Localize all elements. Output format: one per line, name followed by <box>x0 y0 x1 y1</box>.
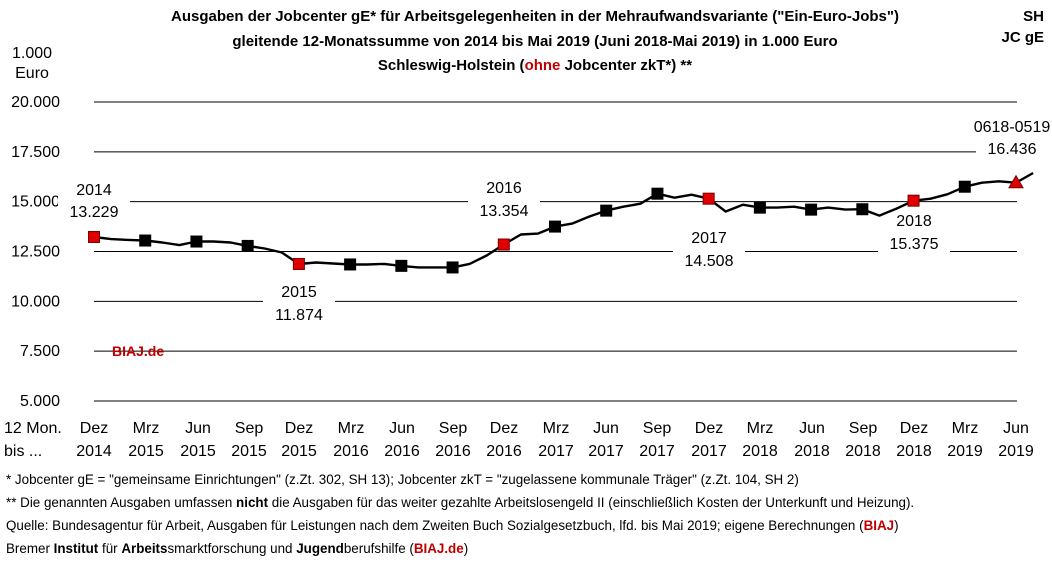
chart-title-line-1: Ausgaben der Jobcenter gE* für Arbeitsge… <box>171 8 899 25</box>
line-chart: 5.000 7.500 10.000 12.500 15.000 17.500 20.000… <box>4 94 1051 460</box>
x-tick-year: 2016 <box>384 443 420 460</box>
x-tick-month: Mrz <box>543 420 570 437</box>
x-tick-year: 2017 <box>691 443 727 460</box>
quarter-marker <box>395 259 408 272</box>
year-end-marker <box>292 257 305 270</box>
x-tick-month: Sep <box>439 420 468 437</box>
y-tick-label: 12.500 <box>11 244 60 261</box>
x-tick-month: Dez <box>900 420 928 437</box>
y-tick-label: 15.000 <box>11 194 60 211</box>
annotation-latest-value: 16.436 <box>988 141 1037 158</box>
x-tick-month: Mrz <box>133 420 160 437</box>
x-tick-month: Dez <box>490 420 518 437</box>
annotation-2017-label: 2017 <box>691 230 727 247</box>
region-label: SH <box>1023 8 1044 25</box>
x-tick-month: Jun <box>1003 420 1029 437</box>
year-end-marker <box>497 238 510 251</box>
x-tick-month: Jun <box>799 420 825 437</box>
chart-title-line-2: gleitende 12-Monatssumme von 2014 bis Ma… <box>232 33 838 50</box>
annotation-2017-value: 14.508 <box>685 253 734 270</box>
x-axis-prefix: 12 Mon. <box>4 420 62 437</box>
annotation-2018-value: 15.375 <box>890 236 939 253</box>
brand-label: BIAJ.de <box>112 343 165 359</box>
annotation-background <box>468 177 540 222</box>
x-tick-year: 2015 <box>231 443 267 460</box>
annotation-2016-label: 2016 <box>486 180 522 197</box>
y-tick-label: 10.000 <box>11 293 60 310</box>
x-tick-month: Jun <box>389 420 415 437</box>
annotation-background <box>878 210 950 255</box>
quarter-marker <box>549 220 561 233</box>
quarter-marker <box>753 201 766 214</box>
x-tick-month: Mrz <box>338 420 365 437</box>
x-tick-year: 2017 <box>639 443 675 460</box>
annotation-2018-label: 2018 <box>896 213 932 230</box>
footnote-2: ** Die genannten Ausgaben umfassen nicht… <box>6 495 915 510</box>
title-highlight: ohne <box>524 57 561 74</box>
chart-title-line-3: Schleswig-Holstein (ohne Jobcenter zkT*)… <box>377 57 693 74</box>
x-axis-prefix: bis ... <box>4 443 42 460</box>
annotation-2014-value: 13.229 <box>70 204 119 221</box>
source-note: Quelle: Bundesagentur für Arbeit, Ausgab… <box>6 518 899 533</box>
quarter-marker <box>446 261 459 274</box>
x-tick-year: 2017 <box>588 443 624 460</box>
x-tick-year: 2018 <box>896 443 932 460</box>
x-tick-month: Dez <box>695 420 723 437</box>
year-end-marker <box>88 230 100 243</box>
x-tick-year: 2015 <box>128 443 164 460</box>
x-tick-month: Mrz <box>952 420 979 437</box>
x-tick-month: Dez <box>285 420 313 437</box>
x-tick-year: 2016 <box>486 443 522 460</box>
x-tick-year: 2015 <box>180 443 216 460</box>
jobcenter-type-label: JC gE <box>1001 29 1044 46</box>
x-tick-year: 2016 <box>435 443 471 460</box>
quarter-marker <box>139 234 152 247</box>
x-tick-month: Jun <box>185 420 211 437</box>
y-tick-label: 20.000 <box>11 94 60 111</box>
y-tick-label: 5.000 <box>20 393 60 410</box>
annotation-2014-label: 2014 <box>76 182 112 199</box>
quarter-marker <box>344 258 357 271</box>
x-tick-month: Sep <box>849 420 878 437</box>
x-tick-month: Jun <box>593 420 619 437</box>
x-tick-year: 2016 <box>333 443 369 460</box>
y-axis-unit: 1.000 Euro <box>12 45 53 82</box>
x-tick-year: 2018 <box>845 443 881 460</box>
x-tick-month: Sep <box>235 420 264 437</box>
quarter-marker <box>651 187 664 200</box>
year-end-marker <box>702 192 715 205</box>
y-tick-label: 17.500 <box>11 144 60 161</box>
annotation-background <box>263 281 335 326</box>
x-tick-year: 2018 <box>794 443 830 460</box>
quarter-marker <box>241 239 254 252</box>
quarter-marker <box>958 180 971 193</box>
latest-value-marker <box>1008 174 1024 189</box>
x-tick-year: 2018 <box>742 443 778 460</box>
quarter-marker <box>856 203 869 216</box>
annotation-2016-value: 13.354 <box>480 203 529 220</box>
x-tick-month: Mrz <box>747 420 774 437</box>
x-tick-year: 2019 <box>998 443 1034 460</box>
quarter-marker <box>190 235 203 248</box>
y-tick-label: 7.500 <box>20 343 60 360</box>
annotation-background <box>673 227 745 272</box>
institute-note: Bremer Institut für Arbeitssmarktforschu… <box>6 541 469 556</box>
annotation-background <box>976 116 1048 160</box>
quarter-marker <box>805 203 818 216</box>
quarter-marker <box>600 204 613 217</box>
x-tick-year: 2014 <box>76 443 112 460</box>
x-tick-year: 2017 <box>538 443 574 460</box>
annotation-latest-label: 0618-0519 <box>974 119 1051 136</box>
x-tick-month: Dez <box>80 420 108 437</box>
x-tick-year: 2015 <box>281 443 317 460</box>
annotation-background <box>58 179 130 223</box>
year-end-marker <box>907 194 920 207</box>
x-tick-month: Sep <box>643 420 672 437</box>
footnote-1: * Jobcenter gE = "gemeinsame Einrichtung… <box>6 472 799 487</box>
annotation-2015-value: 11.874 <box>275 307 323 324</box>
annotation-2015-label: 2015 <box>281 284 317 301</box>
x-tick-year: 2019 <box>947 443 983 460</box>
